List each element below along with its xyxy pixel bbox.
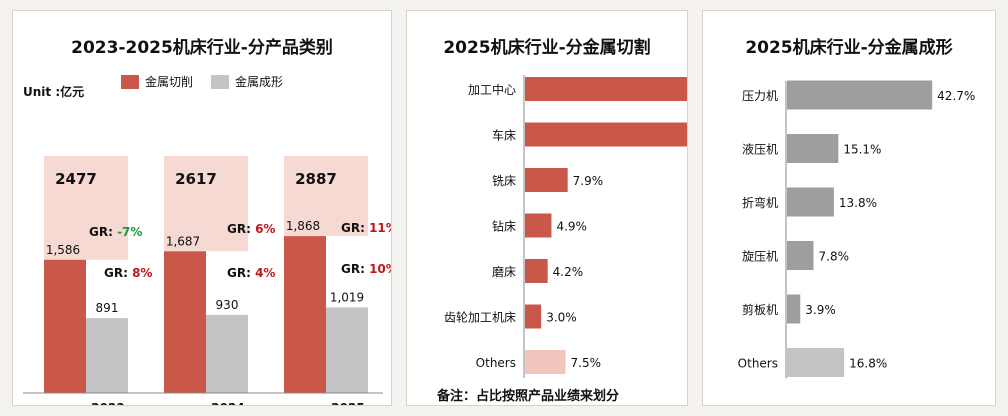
value-label-cutting: 1,586 <box>46 243 80 257</box>
bar-cutting <box>284 236 326 393</box>
growth-label-forming: GR: 4% <box>227 266 275 280</box>
value-label: 3.9% <box>805 303 836 317</box>
value-label: 4.9% <box>556 220 587 234</box>
category-label: 加工中心 <box>468 82 516 97</box>
legend-label-forming: 金属成形 <box>235 75 284 89</box>
bar <box>787 294 801 324</box>
growth-prefix: GR: <box>89 225 117 239</box>
total-label: 2477 <box>55 170 97 188</box>
forming-bar-chart: 压力机 42.7% 液压机 15.1% 折弯机 13.8% 旋压机 7.8% 剪板机 3.9% Ot… <box>738 80 975 379</box>
bar-cutting <box>44 259 86 393</box>
value-label: 16.8% <box>849 357 887 371</box>
growth-value: 4% <box>255 266 275 280</box>
growth-value: 11% <box>369 221 391 235</box>
total-band <box>164 156 248 252</box>
category-label: 磨床 <box>492 265 516 279</box>
bar <box>525 122 687 147</box>
x-tick-label: 2023 <box>91 401 124 405</box>
value-label-cutting: 1,687 <box>166 234 200 248</box>
category-label: 钻床 <box>492 219 516 234</box>
growth-label-forming: GR: 10% <box>341 262 391 276</box>
bar-forming <box>206 314 248 393</box>
growth-value: 10% <box>369 262 391 276</box>
category-label: 车床 <box>492 128 516 143</box>
bar-forming <box>326 307 368 393</box>
category-label: 液压机 <box>742 142 778 157</box>
panel3-title: 2025机床行业-分金属成形 <box>745 38 953 58</box>
category-label: 折弯机 <box>742 195 778 210</box>
bar <box>787 80 933 110</box>
cutting-bar-chart: 加工中心37.4%车床35.1%铣床7.9%钻床4.9%磨床4.2%齿轮加工机床… <box>444 75 687 378</box>
growth-value: 6% <box>255 222 275 236</box>
unit-label: Unit :亿元 <box>23 85 85 99</box>
legend-label-cutting: 金属切削 <box>145 75 194 89</box>
panel-product-category: 2023-2025机床行业-分产品类别 Unit :亿元 金属切削 金属成形 2… <box>12 10 392 406</box>
bar <box>787 187 834 217</box>
legend-forming: 金属成形 <box>211 73 283 90</box>
total-label: 2617 <box>175 170 217 188</box>
value-label: 15.1% <box>843 143 881 157</box>
value-label: 7.8% <box>819 250 850 264</box>
growth-prefix: GR: <box>104 266 132 280</box>
bar <box>525 77 687 101</box>
value-label-forming: 1,019 <box>330 290 364 304</box>
bar <box>525 213 552 238</box>
bar <box>787 348 845 377</box>
panel1-title: 2023-2025机床行业-分产品类别 <box>71 38 333 58</box>
growth-prefix: GR: <box>341 221 369 235</box>
category-label: 铣床 <box>492 174 516 188</box>
legend-swatch-cutting <box>121 74 139 89</box>
bar-cutting <box>164 251 206 393</box>
value-label-forming: 891 <box>96 301 119 315</box>
value-label: 7.5% <box>571 356 602 370</box>
bar <box>525 350 566 374</box>
panel-metal-cutting: 2025机床行业-分金属切割 加工中心37.4%车床35.1%铣床7.9%钻床4… <box>406 10 688 406</box>
growth-prefix: GR: <box>341 262 369 276</box>
total-band <box>284 156 368 237</box>
category-label: Others <box>476 356 516 370</box>
growth-label-forming: GR: -7% <box>89 225 142 239</box>
total-band <box>44 156 128 260</box>
bar <box>787 134 839 163</box>
value-label: 4.2% <box>553 265 584 279</box>
x-tick-label: 2024 <box>211 401 244 405</box>
legend-cutting: 金属切削 <box>121 73 193 90</box>
category-label: Others <box>738 357 778 371</box>
bar <box>787 241 814 270</box>
total-label: 2887 <box>295 170 337 188</box>
value-label-cutting: 1,868 <box>286 219 320 233</box>
value-label: 13.8% <box>839 196 877 210</box>
bar <box>525 168 568 192</box>
footnote: 备注：占比按照产品业绩来划分 <box>437 389 620 404</box>
x-tick-label: 2025 <box>331 401 364 405</box>
category-label: 齿轮加工机床 <box>444 311 516 325</box>
value-label: 42.7% <box>937 89 975 103</box>
category-label: 压力机 <box>742 89 778 103</box>
growth-prefix: GR: <box>227 266 255 280</box>
bar-forming <box>86 318 128 393</box>
bar <box>525 304 542 329</box>
growth-value: -7% <box>117 225 142 239</box>
value-label-forming: 930 <box>216 298 239 312</box>
category-label: 旋压机 <box>742 250 778 264</box>
growth-prefix: GR: <box>227 222 255 236</box>
value-label: 7.9% <box>573 174 604 188</box>
growth-label-cutting: GR: 8% <box>104 266 152 280</box>
growth-label-cutting: GR: 11% <box>341 221 391 235</box>
value-label: 3.0% <box>546 311 577 325</box>
bar <box>525 259 548 283</box>
panel2-title: 2025机床行业-分金属切割 <box>443 38 651 58</box>
legend-swatch-forming <box>211 74 229 89</box>
category-label: 剪板机 <box>742 302 778 317</box>
panel-metal-forming: 2025机床行业-分金属成形 压力机 42.7% 液压机 15.1% 折弯机 13.8% 旋… <box>702 10 996 406</box>
growth-value: 8% <box>132 266 152 280</box>
growth-label-cutting: GR: 6% <box>227 222 275 236</box>
